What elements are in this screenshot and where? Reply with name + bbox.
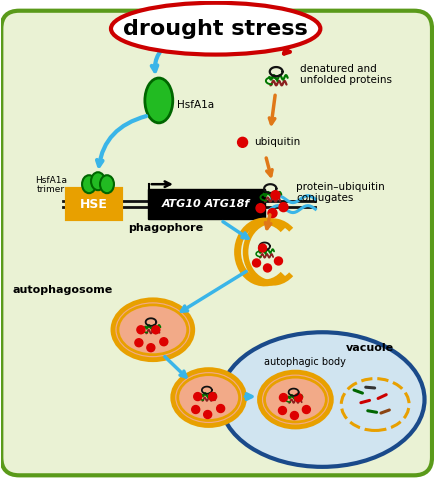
Ellipse shape xyxy=(91,172,105,190)
Ellipse shape xyxy=(100,175,114,193)
Text: conjugates: conjugates xyxy=(296,193,353,203)
Circle shape xyxy=(135,338,142,346)
Circle shape xyxy=(256,204,264,212)
Circle shape xyxy=(278,202,287,211)
Text: drought stress: drought stress xyxy=(123,18,307,38)
Text: HsfA1a: HsfA1a xyxy=(35,176,67,184)
Text: ATG10 ATG18f: ATG10 ATG18f xyxy=(161,199,249,209)
FancyBboxPatch shape xyxy=(1,10,431,475)
Circle shape xyxy=(237,138,247,147)
Text: phagophore: phagophore xyxy=(128,223,203,233)
Ellipse shape xyxy=(111,2,319,54)
Circle shape xyxy=(191,406,199,413)
FancyBboxPatch shape xyxy=(67,189,121,219)
Circle shape xyxy=(258,244,266,252)
Circle shape xyxy=(267,208,276,218)
Text: protein–ubiquitin: protein–ubiquitin xyxy=(296,182,384,192)
Ellipse shape xyxy=(220,332,424,467)
Circle shape xyxy=(193,392,201,400)
Text: denatured and: denatured and xyxy=(300,64,376,74)
Ellipse shape xyxy=(172,370,244,426)
Text: ubiquitin: ubiquitin xyxy=(254,138,300,147)
Ellipse shape xyxy=(82,175,96,193)
Text: vacuole: vacuole xyxy=(345,342,393,352)
Circle shape xyxy=(290,412,298,420)
Circle shape xyxy=(274,257,282,265)
Circle shape xyxy=(302,406,310,413)
Text: autophagic body: autophagic body xyxy=(264,356,345,366)
Circle shape xyxy=(279,394,287,402)
Circle shape xyxy=(216,404,224,412)
Circle shape xyxy=(263,264,271,272)
Circle shape xyxy=(137,326,145,334)
FancyBboxPatch shape xyxy=(148,189,264,219)
Ellipse shape xyxy=(259,372,331,427)
Circle shape xyxy=(252,259,260,267)
Circle shape xyxy=(151,326,159,334)
Text: HsfA1a: HsfA1a xyxy=(176,100,214,110)
Circle shape xyxy=(203,410,211,418)
Circle shape xyxy=(159,338,168,345)
Circle shape xyxy=(294,394,302,402)
Circle shape xyxy=(208,392,216,400)
Circle shape xyxy=(270,190,279,200)
Ellipse shape xyxy=(113,300,192,360)
Ellipse shape xyxy=(145,78,172,123)
Text: trimer: trimer xyxy=(37,184,65,194)
Text: unfolded proteins: unfolded proteins xyxy=(300,74,391,85)
Circle shape xyxy=(278,406,286,414)
Circle shape xyxy=(147,344,155,351)
Text: HSE: HSE xyxy=(80,198,108,210)
Text: autophagosome: autophagosome xyxy=(13,285,113,295)
